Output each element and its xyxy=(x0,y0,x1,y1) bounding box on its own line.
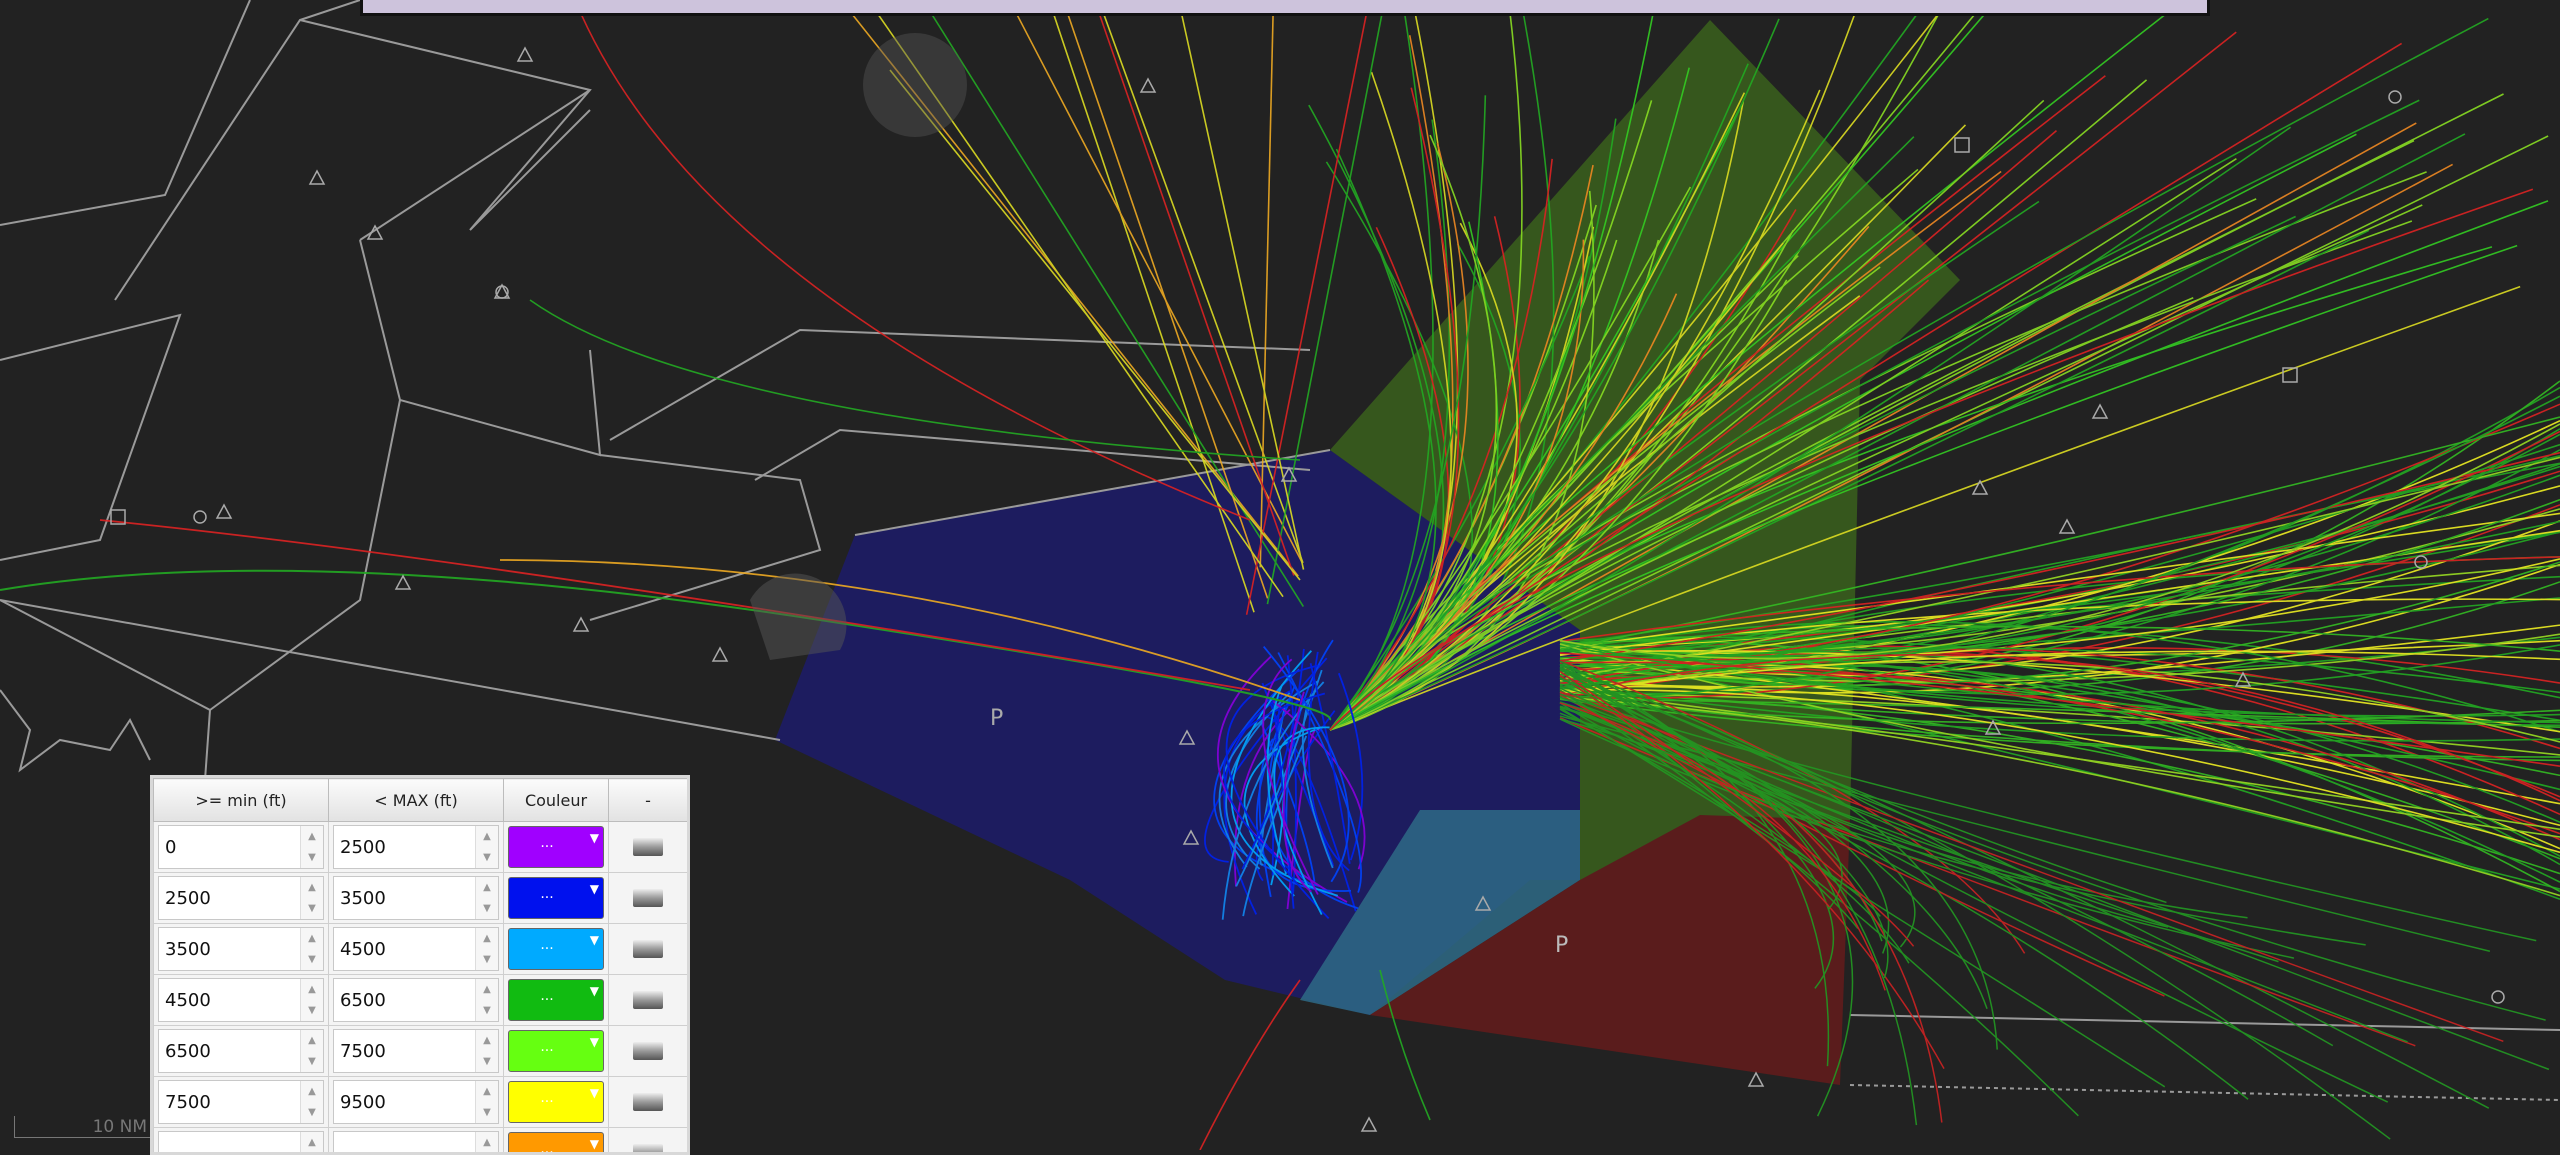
min-value: 0 xyxy=(165,837,176,858)
min-altitude-field[interactable]: 6500 ▲▼ xyxy=(158,1029,324,1073)
color-picker[interactable]: ... ▼ xyxy=(508,877,604,919)
chevron-down-icon: ▼ xyxy=(590,1086,599,1100)
min-value: 6500 xyxy=(165,1041,211,1062)
header-max[interactable]: < MAX (ft) xyxy=(329,779,504,822)
color-picker[interactable]: ... ▼ xyxy=(508,979,604,1021)
chevron-down-icon: ▼ xyxy=(590,984,599,998)
scale-label: 10 NM xyxy=(93,1117,147,1137)
chevron-down-icon: ▼ xyxy=(590,882,599,896)
color-picker[interactable]: ... ▼ xyxy=(508,1081,604,1123)
delete-row-button[interactable] xyxy=(633,838,663,856)
color-picker[interactable]: ... ▼ xyxy=(508,1030,604,1072)
max-altitude-field[interactable]: 2500 ▲▼ xyxy=(333,825,499,869)
header-delete[interactable]: - xyxy=(609,779,688,822)
color-picker-dots: ... xyxy=(509,988,585,1004)
header-min[interactable]: >= min (ft) xyxy=(154,779,329,822)
min-spinner[interactable]: ▲▼ xyxy=(300,1030,323,1072)
legend-row: 2500 ▲▼ 3500 ▲▼... ▼ xyxy=(154,873,688,924)
chevron-down-icon: ▼ xyxy=(590,933,599,947)
min-spinner[interactable]: ▲▼ xyxy=(300,826,323,868)
color-picker-dots: ... xyxy=(509,1090,585,1106)
color-picker-dots: ... xyxy=(509,835,585,851)
max-value: 4500 xyxy=(340,939,386,960)
max-value: 7500 xyxy=(340,1041,386,1062)
color-picker-dots: ... xyxy=(509,886,585,902)
min-value: 3500 xyxy=(165,939,211,960)
legend-row: 0 ▲▼ 2500 ▲▼... ▼ xyxy=(154,822,688,873)
min-spinner[interactable]: ▲▼ xyxy=(300,877,323,919)
top-banner xyxy=(360,0,2210,16)
chevron-down-icon: ▼ xyxy=(590,1035,599,1049)
min-altitude-field[interactable]: 4500 ▲▼ xyxy=(158,978,324,1022)
max-value: 9500 xyxy=(340,1092,386,1113)
delete-row-button[interactable] xyxy=(633,1042,663,1060)
max-spinner[interactable]: ▲▼ xyxy=(475,826,498,868)
zone-label-p2: P xyxy=(1555,933,1568,958)
delete-row-button[interactable] xyxy=(633,889,663,907)
max-spinner[interactable]: ▲▼ xyxy=(475,979,498,1021)
min-altitude-field[interactable]: 0 ▲▼ xyxy=(158,825,324,869)
max-spinner[interactable]: ▲▼ xyxy=(475,877,498,919)
min-spinner[interactable]: ▲▼ xyxy=(300,1081,323,1123)
max-altitude-field[interactable]: 6500 ▲▼ xyxy=(333,978,499,1022)
min-altitude-field[interactable]: 2500 ▲▼ xyxy=(158,876,324,920)
max-spinner[interactable]: ▲▼ xyxy=(475,1081,498,1123)
delete-row-button[interactable] xyxy=(633,991,663,1009)
chevron-down-icon: ▼ xyxy=(590,831,599,845)
legend-row: 6500 ▲▼ 7500 ▲▼... ▼ xyxy=(154,1026,688,1077)
max-value: 6500 xyxy=(340,990,386,1011)
max-spinner[interactable]: ▲▼ xyxy=(475,1030,498,1072)
delete-row-button[interactable] xyxy=(633,1093,663,1111)
legend-row: 3500 ▲▼ 4500 ▲▼... ▼ xyxy=(154,924,688,975)
max-altitude-field[interactable]: 4500 ▲▼ xyxy=(333,927,499,971)
legend-rows: 0 ▲▼ 2500 ▲▼... ▼ 2500 ▲▼ 3500 ▲▼... ▼ 3500 ▲▼ 4500 ▲… xyxy=(154,822,688,1155)
color-picker[interactable]: ... ▼ xyxy=(508,1132,604,1155)
min-spinner[interactable]: ▲▼ xyxy=(300,979,323,1021)
max-spinner[interactable]: ▲▼ xyxy=(475,1132,498,1155)
delete-row-button[interactable] xyxy=(633,940,663,958)
chevron-down-icon: ▼ xyxy=(590,1137,599,1151)
color-picker[interactable]: ... ▼ xyxy=(508,928,604,970)
legend-row: 4500 ▲▼ 6500 ▲▼... ▼ xyxy=(154,975,688,1026)
altitude-legend-panel: >= min (ft) < MAX (ft) Couleur - 0▲▼2500… xyxy=(150,775,690,1155)
min-spinner[interactable]: ▲▼ xyxy=(300,928,323,970)
max-altitude-field[interactable]: ▲▼ xyxy=(333,1131,499,1155)
scale-bar: 10 NM xyxy=(14,1116,154,1138)
color-picker-dots: ... xyxy=(509,1141,585,1155)
min-value: 7500 xyxy=(165,1092,211,1113)
color-picker[interactable]: ... ▼ xyxy=(508,826,604,868)
max-altitude-field[interactable]: 9500 ▲▼ xyxy=(333,1080,499,1124)
max-spinner[interactable]: ▲▼ xyxy=(475,928,498,970)
altitude-legend-table: >= min (ft) < MAX (ft) Couleur - 0▲▼2500… xyxy=(153,778,688,1155)
color-picker-dots: ... xyxy=(509,1039,585,1055)
legend-row: ▲▼ ▲▼... ▼ xyxy=(154,1128,688,1155)
header-color[interactable]: Couleur xyxy=(504,779,609,822)
min-altitude-field[interactable]: 7500 ▲▼ xyxy=(158,1080,324,1124)
max-altitude-field[interactable]: 7500 ▲▼ xyxy=(333,1029,499,1073)
min-altitude-field[interactable]: ▲▼ xyxy=(158,1131,324,1155)
max-value: 2500 xyxy=(340,837,386,858)
circle-zone xyxy=(863,33,967,137)
max-altitude-field[interactable]: 3500 ▲▼ xyxy=(333,876,499,920)
color-picker-dots: ... xyxy=(509,937,585,953)
max-value: 3500 xyxy=(340,888,386,909)
zone-label-p1: P xyxy=(990,706,1003,731)
min-altitude-field[interactable]: 3500 ▲▼ xyxy=(158,927,324,971)
min-value: 2500 xyxy=(165,888,211,909)
min-spinner[interactable]: ▲▼ xyxy=(300,1132,323,1155)
min-value: 4500 xyxy=(165,990,211,1011)
legend-row: 7500 ▲▼ 9500 ▲▼... ▼ xyxy=(154,1077,688,1128)
